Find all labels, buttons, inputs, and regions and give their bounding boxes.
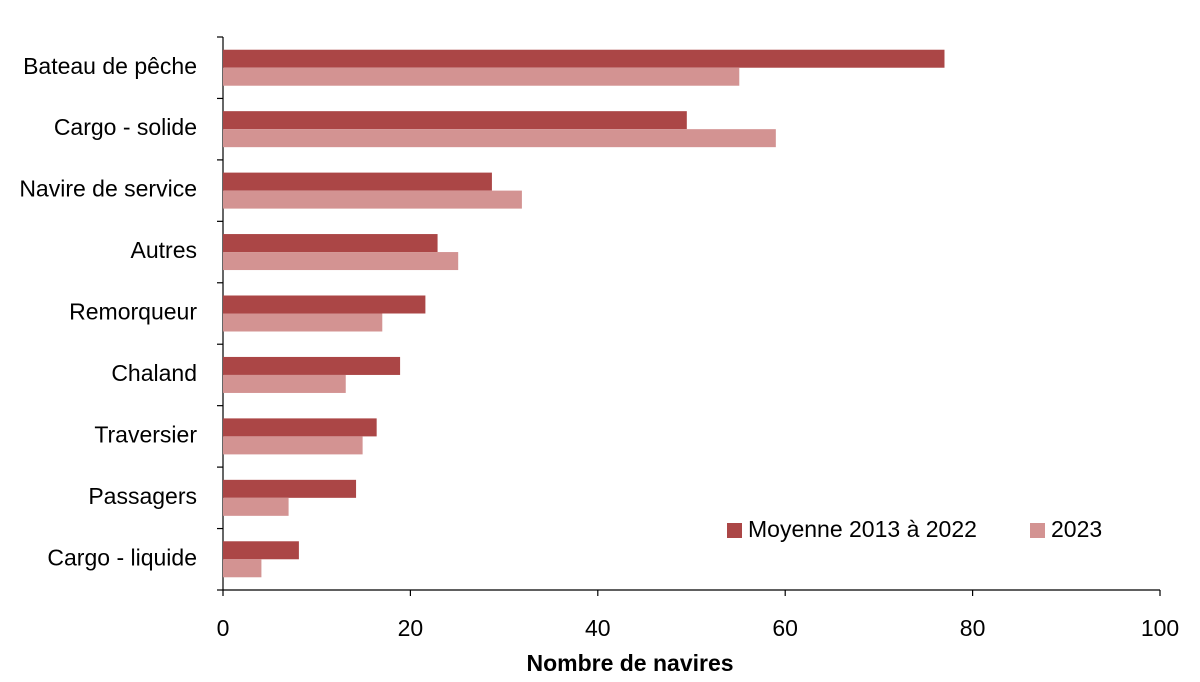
- bar: [223, 374, 346, 393]
- y-tick-label: Cargo - solide: [54, 114, 197, 140]
- x-tick-label: 100: [1141, 615, 1179, 641]
- y-tick-label: Bateau de pêche: [23, 53, 197, 79]
- bar: [223, 129, 776, 148]
- x-tick-label: 80: [960, 615, 986, 641]
- y-tick-label: Navire de service: [19, 176, 197, 202]
- bar: [223, 67, 740, 86]
- x-tick-label: 0: [217, 615, 230, 641]
- bar: [223, 252, 459, 271]
- bar: [223, 111, 687, 130]
- bar: [223, 479, 357, 498]
- y-tick-label: Traversier: [94, 421, 197, 447]
- bar: [223, 436, 363, 455]
- bar: [223, 313, 383, 332]
- legend-label: Moyenne 2013 à 2022: [748, 516, 977, 542]
- x-tick-label: 20: [398, 615, 424, 641]
- x-axis-title: Nombre de navires: [526, 650, 733, 676]
- y-tick-label: Passagers: [88, 483, 197, 509]
- bar: [223, 541, 299, 560]
- x-tick-label: 60: [772, 615, 798, 641]
- bar: [223, 234, 438, 253]
- bar: [223, 559, 262, 578]
- bar: [223, 295, 426, 314]
- bar: [223, 190, 522, 209]
- bar: [223, 418, 377, 437]
- legend-swatch: [727, 523, 742, 538]
- y-tick-label: Remorqueur: [69, 299, 197, 325]
- legend-swatch: [1030, 523, 1045, 538]
- bar: [223, 356, 401, 375]
- y-tick-label: Chaland: [111, 360, 197, 386]
- y-tick-label: Autres: [131, 237, 197, 263]
- bar: [223, 49, 945, 68]
- y-tick-label: Cargo - liquide: [47, 544, 197, 570]
- bar: [223, 172, 492, 191]
- x-tick-label: 40: [585, 615, 611, 641]
- legend-label: 2023: [1051, 516, 1102, 542]
- bar: [223, 497, 289, 516]
